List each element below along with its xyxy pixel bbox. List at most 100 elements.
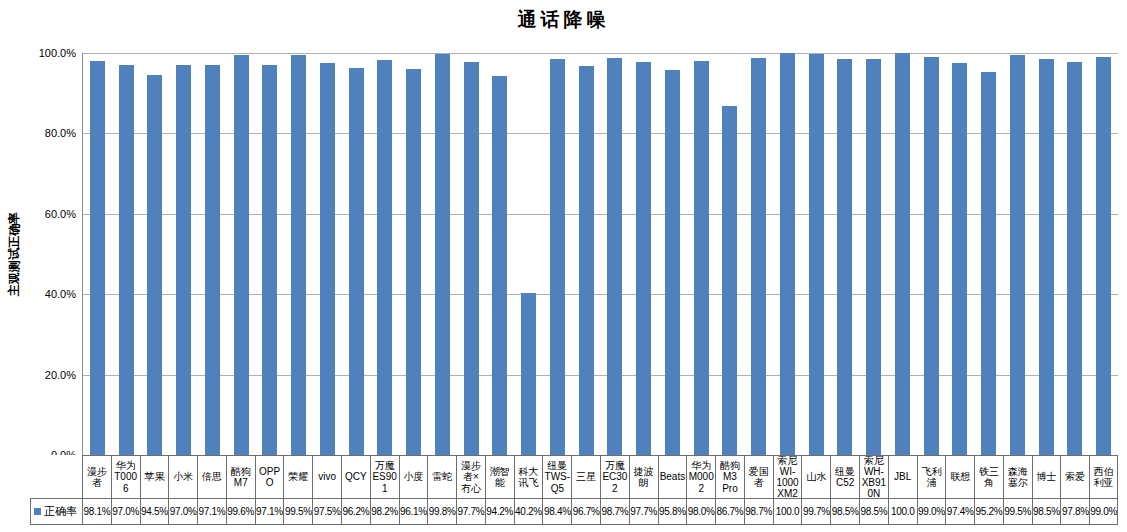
category-header-cell: 潮智 能 [485, 455, 514, 498]
bar-slot [342, 53, 371, 455]
bar [1096, 57, 1111, 455]
legend-key-swatch [34, 508, 41, 515]
bar-slot [687, 53, 716, 455]
bar [1010, 55, 1025, 455]
data-table: 漫步 者华为 T0006苹果小米倍思酷狗 M7OPPO荣耀vivoQCY万魔 E… [30, 455, 1118, 525]
category-header-cell: 三星 [571, 455, 600, 498]
bar-slot [1061, 53, 1090, 455]
value-cell: 98.7% [600, 498, 629, 525]
bar-slot [658, 53, 687, 455]
bar-slot [1032, 53, 1061, 455]
bar-slot [169, 53, 198, 455]
value-cell: 97.0% [111, 498, 140, 525]
bar [349, 68, 364, 455]
value-cell: 98.2% [370, 498, 399, 525]
value-cell: 94.2% [485, 498, 514, 525]
value-cell: 95.8% [658, 498, 687, 525]
value-cell: 99.5% [1003, 498, 1032, 525]
bar [205, 65, 220, 455]
category-header-cell: 西伯 利亚 [1089, 455, 1118, 498]
category-header-cell: 索尼 WI- 1000 XM2 [773, 455, 802, 498]
category-header-cell: 爱国 者 [744, 455, 773, 498]
value-cell: 99.5% [283, 498, 312, 525]
category-header-cell: 博士 [1032, 455, 1061, 498]
bar-slot [543, 53, 572, 455]
bar [90, 61, 105, 455]
bar [406, 69, 421, 455]
category-header-cell: vivo [312, 455, 341, 498]
bar-slot [946, 53, 975, 455]
value-cell: 98.5% [830, 498, 859, 525]
value-cell: 97.0% [168, 498, 197, 525]
bar-slot [888, 53, 917, 455]
category-header-cell: 酷狗 M3 Pro [715, 455, 744, 498]
bar [435, 54, 450, 455]
bar [464, 62, 479, 455]
value-cell: 97.7% [629, 498, 658, 525]
bar-slot [974, 53, 1003, 455]
value-cell: 99.0% [1089, 498, 1118, 525]
bar-slot [457, 53, 486, 455]
bar [521, 293, 536, 455]
y-axis-tick: 40.0% [0, 288, 76, 300]
category-header-cell: JBL [888, 455, 917, 498]
category-header-cell: 森海 塞尔 [1003, 455, 1032, 498]
bar [981, 72, 996, 455]
bar [751, 58, 766, 455]
bar-slot [572, 53, 601, 455]
bar-slot [744, 53, 773, 455]
category-header-cell: 小度 [399, 455, 428, 498]
bar-slot [371, 53, 400, 455]
bar [1067, 62, 1082, 455]
category-header-cell: 索尼 WH- XB91 0N [859, 455, 888, 498]
bar [291, 55, 306, 455]
legend-label: 正确率 [44, 504, 77, 519]
bar-slot [773, 53, 802, 455]
category-header-cell: 联想 [945, 455, 974, 498]
value-cell: 98.5% [1032, 498, 1061, 525]
category-header-cell: 科大 讯飞 [514, 455, 543, 498]
value-cell: 97.7% [456, 498, 485, 525]
y-axis-tick: 20.0% [0, 369, 76, 381]
bar-slot [486, 53, 515, 455]
bar [1039, 59, 1054, 455]
value-cell: 94.5% [140, 498, 169, 525]
category-header-cell: 小米 [168, 455, 197, 498]
bar [809, 54, 824, 455]
category-header-cell: 华为 M000 2 [686, 455, 715, 498]
bar [837, 59, 852, 455]
category-header-cell: 荣耀 [283, 455, 312, 498]
value-cell: 98.4% [542, 498, 571, 525]
value-cell: 99.8% [427, 498, 456, 525]
table-corner-cell [30, 455, 82, 498]
category-header-cell: 华为 T0006 [111, 455, 140, 498]
bar [492, 76, 507, 455]
category-header-cell: QCY [341, 455, 370, 498]
bar [722, 106, 737, 455]
category-header-cell: 漫步 者× 冇心 [456, 455, 485, 498]
bar [119, 65, 134, 455]
bar-slot [227, 53, 256, 455]
value-cell: 86.7% [715, 498, 744, 525]
category-header-cell: 索爱 [1060, 455, 1089, 498]
value-cell: 98.7% [744, 498, 773, 525]
category-header-cell: 纽曼 C52 [830, 455, 859, 498]
value-cell: 98.1% [82, 498, 111, 525]
value-cell: 97.1% [255, 498, 284, 525]
chart-window: 通话降噪 主观测试正确率 100.0%80.0%60.0%40.0%20.0%0… [0, 0, 1127, 532]
bar-slot [198, 53, 227, 455]
value-cell: 97.5% [312, 498, 341, 525]
bar [176, 65, 191, 455]
value-cell: 98.5% [859, 498, 888, 525]
category-header-cell: 苹果 [140, 455, 169, 498]
value-cell: 99.6% [226, 498, 255, 525]
value-cell: 95.2% [974, 498, 1003, 525]
bar [665, 70, 680, 455]
value-cell: 99.7% [801, 498, 830, 525]
bar [952, 63, 967, 455]
bar [262, 65, 277, 455]
value-cell: 97.4% [945, 498, 974, 525]
bar [636, 62, 651, 455]
bar-slot [428, 53, 457, 455]
category-header-cell: 纽曼 TWS- Q5 [542, 455, 571, 498]
